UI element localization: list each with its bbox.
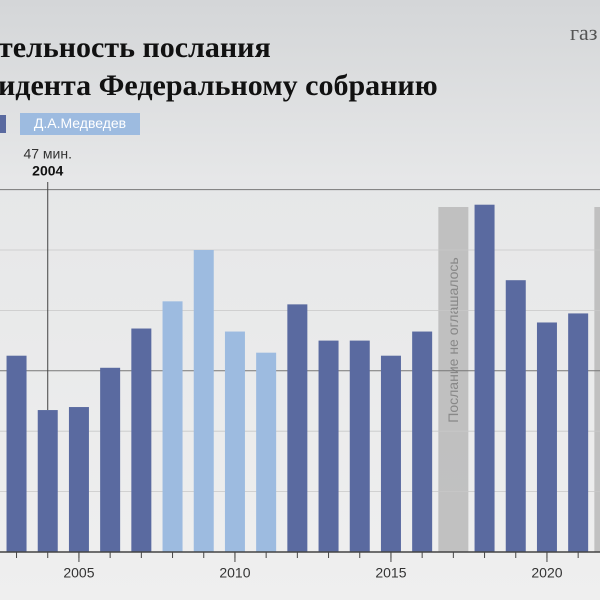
bar bbox=[224, 331, 245, 552]
x-tick-label: 2015 bbox=[375, 565, 406, 581]
bar bbox=[256, 352, 277, 552]
no-address-column bbox=[438, 207, 469, 552]
bar bbox=[505, 280, 526, 552]
x-tick-label: 2020 bbox=[531, 565, 562, 581]
no-address-column bbox=[594, 207, 600, 552]
bar bbox=[568, 313, 589, 552]
no-address-label: Послание не оглашалось bbox=[445, 257, 461, 422]
x-tick-label: 2010 bbox=[219, 565, 250, 581]
bar bbox=[131, 328, 152, 552]
bar bbox=[412, 331, 433, 552]
bar bbox=[100, 367, 121, 552]
chart-title: идента Федеральному собранию bbox=[0, 69, 438, 102]
bar bbox=[37, 410, 58, 552]
bar bbox=[474, 204, 495, 552]
bar bbox=[318, 340, 339, 552]
chart-title: тельность послания bbox=[0, 31, 271, 64]
bar bbox=[6, 355, 27, 552]
bar bbox=[380, 355, 401, 552]
legend-label: Д.А.Медведев bbox=[34, 115, 126, 131]
logo: газ bbox=[570, 20, 597, 45]
bar bbox=[68, 407, 89, 552]
bar bbox=[536, 322, 557, 552]
legend-box bbox=[20, 113, 140, 135]
bar bbox=[162, 301, 183, 552]
plot: Послание не оглашалось020406080100120200… bbox=[0, 146, 600, 581]
bar bbox=[349, 340, 370, 552]
legend-swatch bbox=[0, 115, 6, 133]
annotation-text: 47 мин. bbox=[23, 146, 72, 162]
annotation-year: 2004 bbox=[32, 163, 63, 179]
bar bbox=[287, 304, 308, 552]
x-tick-label: 2005 bbox=[63, 565, 94, 581]
bar bbox=[193, 250, 214, 552]
